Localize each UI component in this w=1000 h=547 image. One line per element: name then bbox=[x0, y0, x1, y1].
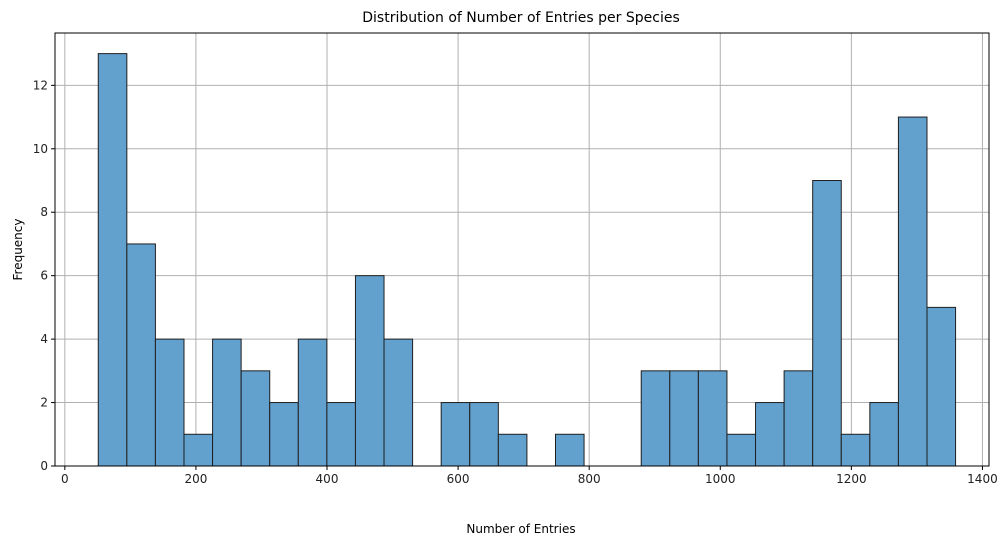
histogram-bar-12 bbox=[440, 402, 471, 467]
histogram-bar-22 bbox=[726, 433, 757, 467]
histogram-bar-2 bbox=[154, 338, 185, 467]
y-tick-label-6: 12 bbox=[33, 78, 48, 92]
histogram-bar-1 bbox=[126, 243, 156, 467]
chart-title: Distribution of Number of Entries per Sp… bbox=[362, 10, 680, 26]
x-tick-label-0: 0 bbox=[61, 472, 69, 486]
x-tick-label-5: 1000 bbox=[705, 472, 736, 486]
histogram-bar-21 bbox=[697, 370, 728, 467]
histogram-bar-27 bbox=[869, 402, 899, 467]
histogram-bar-26 bbox=[840, 433, 871, 467]
histogram-bar-14 bbox=[497, 433, 528, 467]
histogram-bar-9 bbox=[354, 275, 385, 467]
y-tick-label-1: 2 bbox=[40, 396, 48, 410]
x-axis: 0 200 400 600 800 1000 1200 1400 bbox=[61, 466, 998, 486]
grid bbox=[55, 33, 989, 467]
histogram-bar-20 bbox=[669, 370, 699, 467]
histogram-bars bbox=[97, 53, 957, 467]
y-tick-label-5: 10 bbox=[33, 142, 48, 156]
x-tick-label-1: 200 bbox=[184, 472, 207, 486]
histogram-bar-28 bbox=[897, 116, 928, 467]
x-tick-label-4: 800 bbox=[578, 472, 601, 486]
y-axis-label: Frequency bbox=[11, 219, 25, 281]
x-tick-label-3: 600 bbox=[447, 472, 470, 486]
histogram-bar-23 bbox=[755, 402, 785, 467]
histogram-bar-29 bbox=[926, 306, 957, 467]
histogram-bar-0 bbox=[97, 53, 128, 467]
histogram-bar-25 bbox=[812, 180, 842, 467]
x-tick-label-2: 400 bbox=[316, 472, 339, 486]
x-axis-label: Number of Entries bbox=[466, 522, 575, 536]
y-tick-label-4: 8 bbox=[40, 205, 48, 219]
x-tick-label-7: 1400 bbox=[967, 472, 998, 486]
histogram-bar-5 bbox=[240, 370, 271, 467]
y-tick-label-3: 6 bbox=[40, 269, 48, 283]
histogram-bar-19 bbox=[640, 370, 671, 467]
plot-frame bbox=[54, 32, 990, 467]
histogram-bar-3 bbox=[183, 433, 214, 467]
y-axis: 0 2 4 6 8 10 12 bbox=[33, 78, 55, 473]
histogram-bar-7 bbox=[297, 338, 328, 467]
histogram-bar-4 bbox=[212, 338, 242, 467]
histogram-bar-16 bbox=[554, 433, 585, 467]
histogram-bar-10 bbox=[383, 338, 414, 467]
y-tick-label-2: 4 bbox=[40, 332, 48, 346]
x-tick-label-6: 1200 bbox=[836, 472, 867, 486]
histogram-bar-6 bbox=[269, 402, 299, 467]
y-tick-label-0: 0 bbox=[40, 459, 48, 473]
histogram-bar-24 bbox=[783, 370, 814, 467]
histogram-bar-8 bbox=[326, 402, 356, 467]
histogram-bar-13 bbox=[469, 402, 499, 467]
